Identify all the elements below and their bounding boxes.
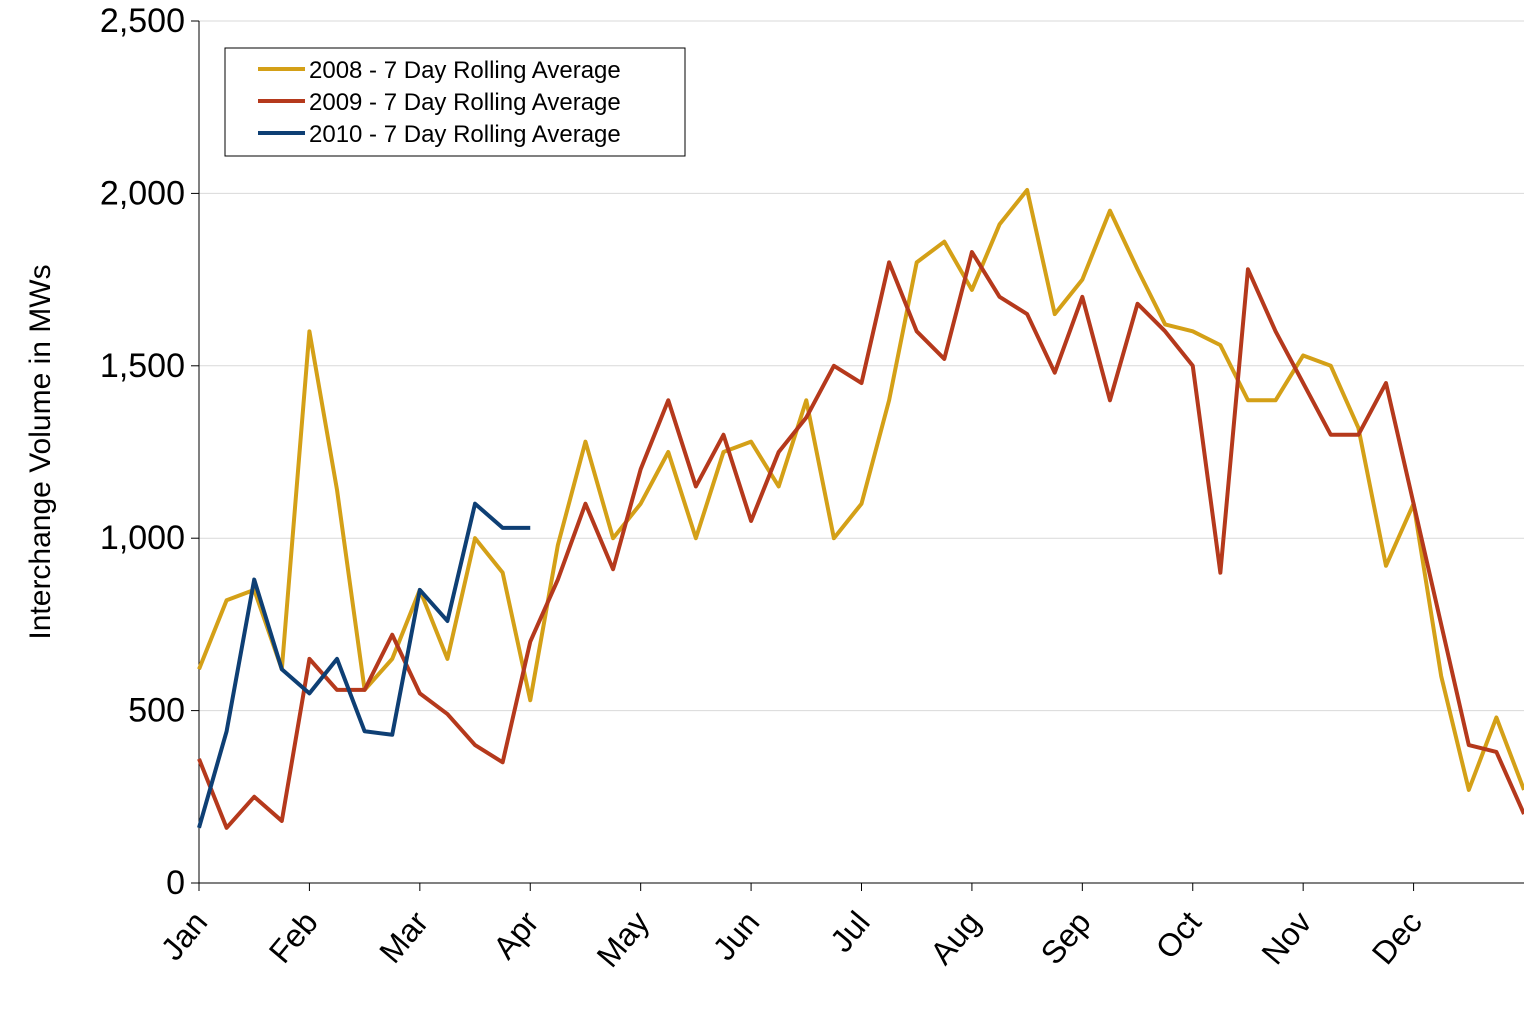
x-tick-label: Jun [706, 904, 767, 967]
y-axis-title: Interchange Volume in MWs [24, 264, 57, 639]
x-tick-label: Apr [486, 904, 546, 966]
x-tick-label: May [590, 904, 656, 973]
line-series [197, 250, 1524, 830]
x-tick-label: Sep [1034, 904, 1098, 971]
x-tick-label: Jan [154, 904, 215, 967]
legend-label: 2009 - 7 Day Rolling Average [309, 89, 621, 116]
legend-label: 2010 - 7 Day Rolling Average [309, 121, 621, 148]
y-tick-label: 0 [166, 864, 185, 902]
x-tick-label: Oct [1149, 904, 1209, 965]
x-tick-label: Aug [923, 904, 987, 971]
x-tick-label: Nov [1254, 904, 1318, 971]
y-tick-label: 2,000 [100, 174, 185, 212]
x-tick-label: Mar [372, 904, 435, 970]
x-tick-label: Dec [1365, 904, 1429, 971]
x-tick-label: Jul [823, 904, 877, 958]
y-tick-label: 500 [128, 692, 185, 730]
x-tick-label: Feb [262, 904, 325, 969]
y-tick-label: 1,000 [100, 519, 185, 557]
y-tick-label: 1,500 [100, 347, 185, 385]
legend-label: 2008 - 7 Day Rolling Average [309, 57, 621, 84]
y-tick-label: 2,500 [100, 2, 185, 40]
line-series [197, 501, 531, 829]
